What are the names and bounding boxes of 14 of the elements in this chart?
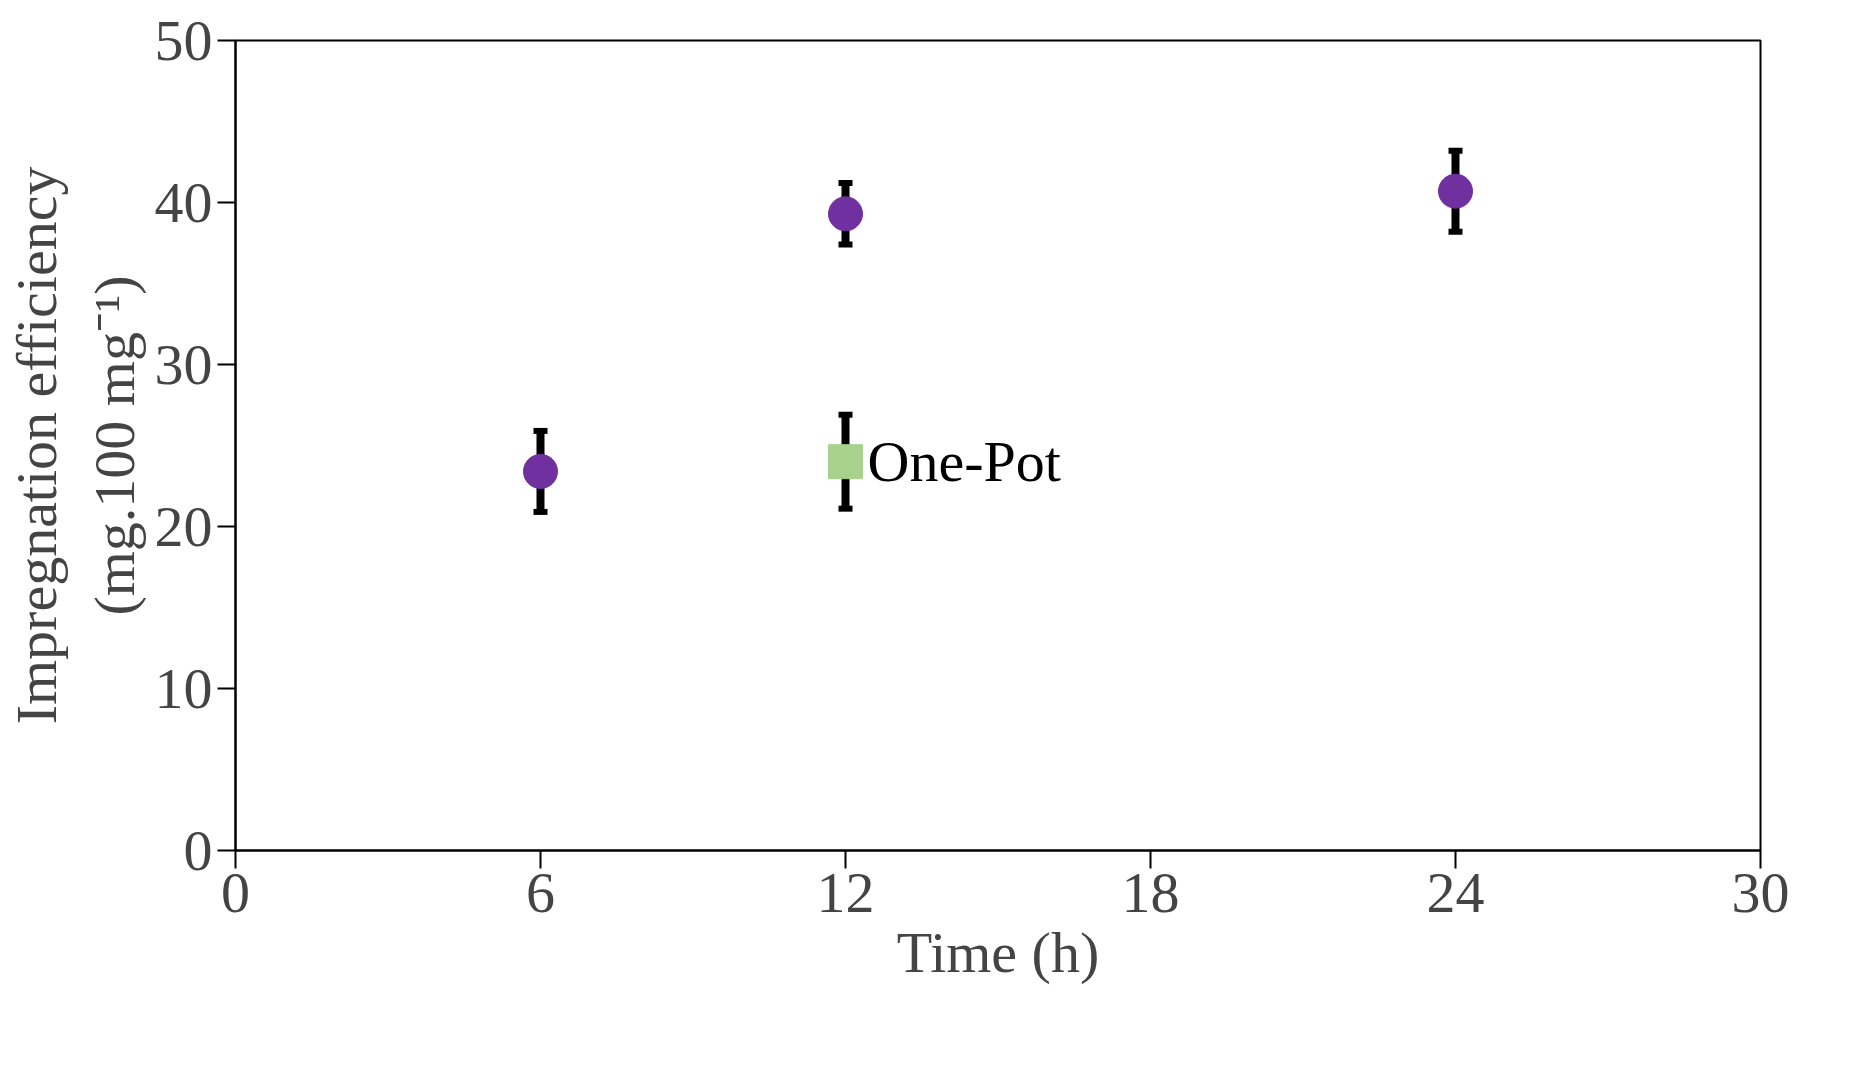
x-tick-label: 24	[1426, 859, 1485, 925]
y-tick-label: 20	[154, 493, 213, 559]
series-label: One-Pot	[867, 429, 1061, 495]
y-tick-label: 10	[154, 655, 213, 721]
x-tick-label: 6	[526, 859, 555, 925]
y-tick-label: 0	[183, 817, 213, 883]
y-tick-label: 40	[154, 169, 213, 235]
x-axis-title: Time (h)	[896, 919, 1100, 985]
x-tick-label: 30	[1731, 859, 1790, 925]
y-tick-label: 30	[154, 331, 213, 397]
y-axis-title: Impregnation efficiency (mg.100 mg⁻¹)	[3, 166, 147, 725]
x-tick-label: 12	[816, 859, 875, 925]
y-tick-label: 50	[154, 7, 213, 73]
x-tick-label: 18	[1121, 859, 1180, 925]
